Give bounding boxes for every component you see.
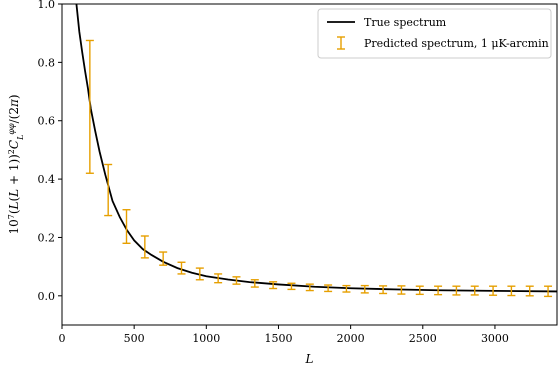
x-axis-label: L xyxy=(305,352,314,366)
x-tick-label: 500 xyxy=(124,332,145,345)
error-bar xyxy=(287,282,296,291)
y-tick-label: 0.6 xyxy=(38,115,56,128)
x-tick-label: 1500 xyxy=(264,332,292,345)
legend-box xyxy=(317,8,552,59)
y-tick-label: 0.8 xyxy=(38,56,56,69)
error-bar xyxy=(305,283,314,292)
legend-label: Predicted spectrum, 1 μK-arcmin xyxy=(364,37,549,50)
y-tick-label: 0.2 xyxy=(38,231,56,244)
error-bar xyxy=(342,284,351,293)
x-tick-label: 0 xyxy=(59,332,66,345)
x-tick-label: 2000 xyxy=(337,332,365,345)
y-tick-label: 0.4 xyxy=(38,173,56,186)
error-bar xyxy=(122,209,131,244)
legend: True spectrum Predicted spectrum, 1 μK-ar… xyxy=(317,8,552,59)
plot-area xyxy=(75,4,557,298)
error-bar xyxy=(232,276,241,285)
error-bar xyxy=(415,285,424,296)
error-bar xyxy=(85,39,94,174)
x-tick-label: 3000 xyxy=(481,332,509,345)
plot-frame xyxy=(61,3,558,326)
error-bar xyxy=(195,267,204,281)
x-tick-label: 2500 xyxy=(409,332,437,345)
error-bar xyxy=(452,285,461,296)
x-tick-label: 1000 xyxy=(192,332,220,345)
error-bar xyxy=(250,279,259,288)
y-tick-label: 0.0 xyxy=(38,290,56,303)
error-bar xyxy=(470,285,479,296)
legend-label: True spectrum xyxy=(364,16,447,29)
error-bar xyxy=(269,281,278,290)
x-axis: 0 500 1000 1500 2000 2500 3000 xyxy=(59,325,509,345)
error-bar xyxy=(434,285,443,296)
y-axis: 0.0 0.2 0.4 0.6 0.8 1.0 xyxy=(38,0,62,303)
error-bar xyxy=(360,284,369,294)
error-bar xyxy=(177,261,186,275)
error-bar xyxy=(379,285,388,295)
error-bar xyxy=(525,285,534,297)
error-bar xyxy=(159,251,168,266)
error-bar xyxy=(140,235,149,259)
error-bar xyxy=(507,285,516,297)
y-tick-label: 1.0 xyxy=(38,0,56,11)
error-bar xyxy=(397,285,406,295)
error-bar xyxy=(544,285,553,298)
error-bar xyxy=(489,285,498,296)
error-bar xyxy=(214,273,223,284)
error-bar xyxy=(104,163,113,217)
error-bar xyxy=(324,284,333,293)
legend-errorbar-swatch xyxy=(337,36,345,50)
y-axis-label: 107(L(L + 1))2CLφφ/(2π) xyxy=(7,94,25,234)
